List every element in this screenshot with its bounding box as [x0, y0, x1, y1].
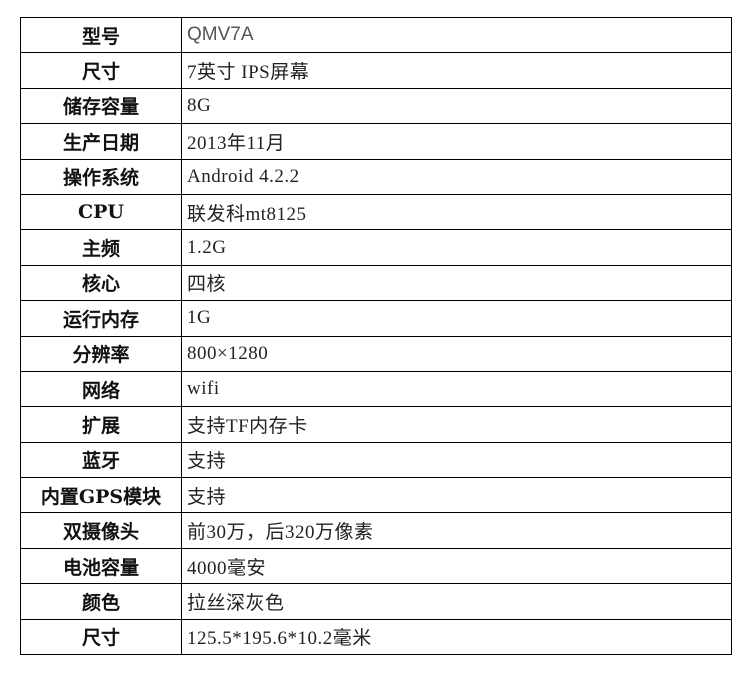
spec-label: 扩展: [20, 406, 182, 443]
spec-row: 电池容量 4000毫安: [20, 547, 732, 585]
spec-label: 电池容量: [20, 547, 182, 585]
spec-row: 运行内存 1G: [20, 300, 732, 337]
spec-value: 1G: [181, 300, 732, 337]
spec-label: 操作系统: [20, 158, 182, 195]
spec-value: 800×1280: [181, 335, 732, 372]
spec-label: 储存容量: [20, 87, 182, 125]
spec-label: 主频: [20, 229, 182, 266]
spec-row: 内置GPS模块 支持: [20, 477, 732, 514]
spec-value: 支持: [181, 477, 732, 514]
spec-label: 核心: [20, 264, 182, 302]
spec-value: 拉丝深灰色: [181, 583, 732, 620]
spec-table: 型号 QMV7A 尺寸 7英寸 IPS屏幕 储存容量 8G 生产日期 2013年11月 操作系统…: [20, 16, 732, 656]
spec-table-body: 型号 QMV7A 尺寸 7英寸 IPS屏幕 储存容量 8G 生产日期 2013年11月 操作系统…: [20, 16, 732, 656]
spec-label: 型号: [20, 16, 182, 54]
spec-label: 蓝牙: [20, 441, 182, 479]
spec-value: wifi: [181, 370, 732, 408]
spec-value: 2013年11月: [181, 123, 732, 160]
spec-row: 生产日期 2013年11月: [20, 123, 732, 160]
spec-label: 尺寸: [20, 52, 182, 89]
spec-value: 4000毫安: [181, 547, 732, 585]
spec-row: CPU 联发科mt8125: [20, 193, 732, 231]
spec-row: 扩展 支持TF内存卡: [20, 406, 732, 443]
spec-row: 网络 wifi: [20, 370, 732, 408]
spec-value: 7英寸 IPS屏幕: [181, 52, 732, 89]
spec-row: 操作系统 Android 4.2.2: [20, 158, 732, 195]
spec-row: 储存容量 8G: [20, 87, 732, 125]
spec-label: 网络: [20, 370, 182, 408]
spec-value: 支持: [181, 441, 732, 479]
spec-value: 1.2G: [181, 229, 732, 266]
spec-label: 内置GPS模块: [20, 477, 182, 514]
spec-row: 颜色 拉丝深灰色: [20, 583, 732, 620]
spec-row: 型号 QMV7A: [20, 16, 732, 54]
spec-value: QMV7A: [181, 16, 732, 54]
spec-value: Android 4.2.2: [181, 158, 732, 195]
spec-value: 四核: [181, 264, 732, 302]
spec-row: 双摄像头 前30万，后320万像素: [20, 512, 732, 549]
spec-value: 支持TF内存卡: [181, 406, 732, 443]
spec-label: 运行内存: [20, 300, 182, 337]
spec-row: 尺寸 125.5*195.6*10.2毫米: [20, 618, 732, 656]
spec-row: 蓝牙 支持: [20, 441, 732, 479]
spec-label: 颜色: [20, 583, 182, 620]
spec-value: 前30万，后320万像素: [181, 512, 732, 549]
spec-value: 8G: [181, 87, 732, 125]
spec-label: 双摄像头: [20, 512, 182, 549]
spec-row: 尺寸 7英寸 IPS屏幕: [20, 52, 732, 89]
spec-row: 主频 1.2G: [20, 229, 732, 266]
spec-label: CPU: [20, 193, 182, 231]
spec-label: 尺寸: [20, 618, 182, 656]
spec-value: 联发科mt8125: [181, 193, 732, 231]
spec-value: 125.5*195.6*10.2毫米: [181, 618, 732, 656]
spec-label: 生产日期: [20, 123, 182, 160]
spec-row: 分辨率 800×1280: [20, 335, 732, 372]
spec-row: 核心 四核: [20, 264, 732, 302]
spec-label: 分辨率: [20, 335, 182, 372]
